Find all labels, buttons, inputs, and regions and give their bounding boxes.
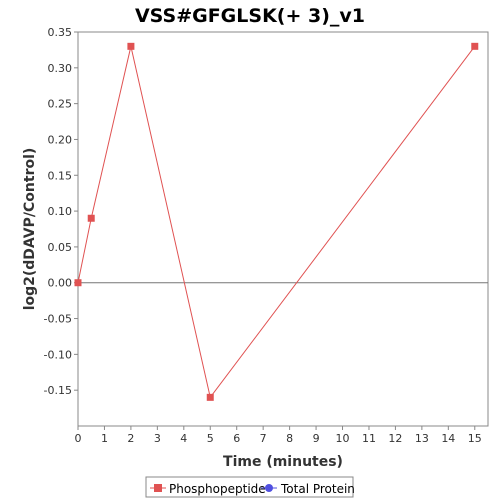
legend-label-total-protein: Total Protein (280, 482, 355, 496)
x-tick-label: 9 (313, 432, 320, 445)
x-tick-label: 0 (75, 432, 82, 445)
x-tick-label: 10 (336, 432, 350, 445)
series-layer (74, 42, 479, 401)
x-tick-label: 15 (468, 432, 482, 445)
y-tick-label: 0.10 (48, 205, 73, 218)
chart-title: VSS#GFGLSK(+ 3)_v1 (135, 5, 365, 27)
x-tick-label: 5 (207, 432, 214, 445)
x-axis-label: Time (minutes) (223, 454, 343, 470)
x-axis: 0 1 2 3 4 5 6 7 8 9 10 11 12 13 14 15 (75, 426, 482, 445)
x-tick-label: 12 (388, 432, 402, 445)
y-axis: -0.15 -0.10 -0.05 0.00 0.05 0.10 0.15 0.20 0.25 0… (44, 26, 78, 397)
data-point-phosphopeptide (471, 42, 479, 50)
y-tick-label: -0.05 (44, 313, 72, 326)
data-point-phosphopeptide (127, 42, 135, 50)
x-tick-label: 13 (415, 432, 429, 445)
x-tick-label: 2 (127, 432, 134, 445)
data-point-phosphopeptide (206, 393, 214, 401)
x-tick-label: 3 (154, 432, 161, 445)
legend: Phosphopeptide Total Protein (145, 476, 355, 498)
y-axis-label: log2(dDAVP/Control) (22, 148, 38, 311)
y-tick-label: 0.05 (48, 241, 73, 254)
legend-marker-total-protein (265, 484, 273, 492)
x-tick-label: 7 (260, 432, 267, 445)
x-tick-label: 8 (286, 432, 293, 445)
y-tick-label: 0.35 (48, 26, 73, 39)
plot-area (77, 31, 489, 427)
x-tick-label: 1 (101, 432, 108, 445)
x-tick-label: 11 (362, 432, 376, 445)
data-point-phosphopeptide (87, 214, 95, 222)
y-tick-label: 0.30 (48, 62, 73, 75)
y-tick-label: 0.15 (48, 169, 73, 182)
x-tick-label: 14 (441, 432, 455, 445)
legend-marker-phosphopeptide (154, 484, 162, 492)
x-tick-label: 4 (180, 432, 187, 445)
legend-label-phosphopeptide: Phosphopeptide (169, 482, 266, 496)
y-tick-label: 0.20 (48, 133, 73, 146)
y-tick-label: -0.15 (44, 384, 72, 397)
y-tick-label: 0.00 (48, 277, 73, 290)
legend-box (145, 476, 354, 498)
data-point-phosphopeptide (74, 279, 82, 287)
x-tick-label: 6 (233, 432, 240, 445)
y-tick-label: 0.25 (48, 98, 73, 111)
y-tick-label: -0.10 (44, 348, 72, 361)
